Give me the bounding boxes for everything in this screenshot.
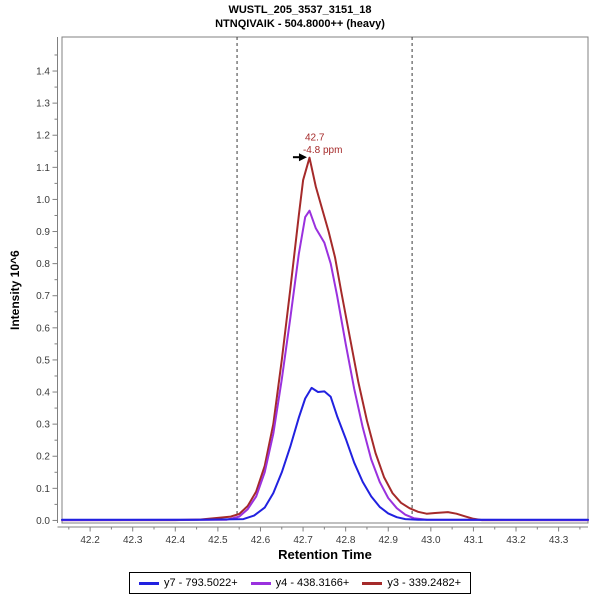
legend: y7 - 793.5022+ y4 - 438.3166+ y3 - 339.248… (0, 572, 600, 594)
x-tick-label: 42.4 (166, 535, 186, 546)
x-tick-label: 43.1 (464, 535, 484, 546)
y-tick-label: 0.8 (36, 259, 50, 270)
legend-line-swatch (362, 581, 383, 585)
x-tick-label: 43.2 (506, 535, 526, 546)
y-tick-label: 1.4 (36, 67, 50, 78)
legend-box: y7 - 793.5022+ y4 - 438.3166+ y3 - 339.248… (128, 572, 472, 594)
legend-item-y3: y3 - 339.2482+ (362, 577, 461, 589)
y-tick-label: 0.0 (36, 516, 50, 527)
y-tick-label: 0.3 (36, 420, 50, 431)
peak-rt-annotation: 42.7 (305, 133, 325, 144)
peak-ppm-annotation: -4.8 ppm (303, 145, 342, 156)
legend-item-y7: y7 - 793.5022+ (138, 577, 238, 589)
x-tick-label: 42.9 (379, 535, 399, 546)
x-tick-label: 42.8 (336, 535, 356, 546)
x-tick-label: 43.3 (549, 535, 569, 546)
y-tick-label: 0.7 (36, 291, 50, 302)
chart-title: WUSTL_205_3537_3151_18 (228, 4, 372, 16)
legend-item-label: y7 - 793.5022+ (163, 577, 238, 589)
legend-item-y4: y4 - 438.3166+ (250, 577, 350, 589)
series-trace-y4[interactable] (61, 209, 589, 522)
chart-title-block: WUSTL_205_3537_3151_18 NTNQIVAIK - 504.8… (0, 3, 600, 31)
y-tick-label: 0.9 (36, 227, 50, 238)
x-tick-label: 43.0 (421, 535, 441, 546)
y-tick-label: 1.0 (36, 195, 50, 206)
x-tick-label: 42.3 (123, 535, 143, 546)
y-tick-label: 1.2 (36, 131, 50, 142)
series-trace-y3[interactable] (61, 156, 589, 522)
y-tick-label: 1.3 (36, 99, 50, 110)
legend-item-label: y4 - 438.3166+ (275, 577, 350, 589)
y-tick-label: 0.2 (36, 452, 50, 463)
legend-line-swatch (250, 581, 271, 585)
plot-frame (61, 36, 589, 524)
legend-line-swatch (138, 581, 159, 585)
x-axis-title: Retention Time (278, 547, 372, 562)
y-tick-label: 1.1 (36, 163, 50, 174)
y-tick-label: 0.1 (36, 484, 50, 495)
x-tick-label: 42.2 (80, 535, 100, 546)
peak-apex-arrow-icon (298, 153, 307, 162)
series-trace-y7[interactable] (61, 386, 589, 521)
y-tick-label: 0.5 (36, 355, 50, 366)
x-tick-label: 42.7 (293, 535, 313, 546)
y-tick-label: 0.6 (36, 323, 50, 334)
x-tick-label: 42.5 (208, 535, 228, 546)
x-tick-label: 42.6 (251, 535, 271, 546)
y-tick-label: 0.4 (36, 388, 50, 399)
legend-item-label: y3 - 339.2482+ (387, 577, 462, 589)
y-axis-title: Intensity 10^6 (8, 250, 22, 330)
chart-subtitle: NTNQIVAIK - 504.8000++ (heavy) (215, 18, 385, 30)
